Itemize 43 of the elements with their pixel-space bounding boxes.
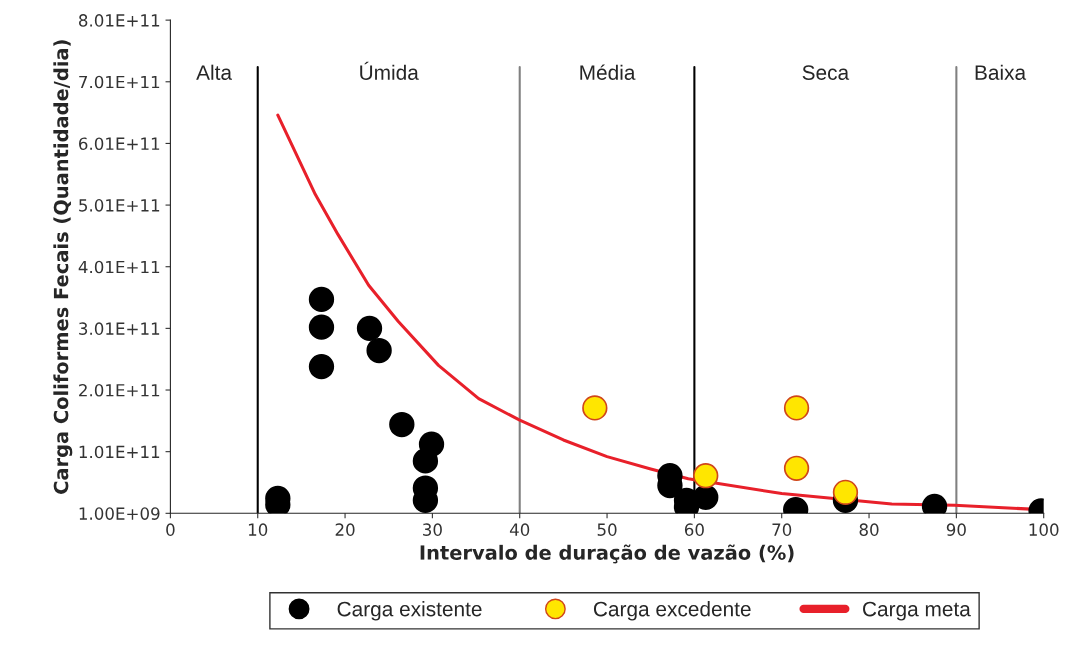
legend-label: Carga excedente: [593, 601, 751, 621]
x-tick-label: 0: [166, 523, 175, 536]
point: [308, 353, 335, 380]
x-tick-label: 10: [248, 523, 268, 536]
x-tick-label: 100: [1029, 523, 1059, 536]
annotation: Úmida: [360, 61, 419, 80]
y-axis-title: Carga Coliformes Fecais (Quantidade/dia): [53, 40, 73, 494]
point: [582, 395, 608, 421]
point: [783, 395, 810, 421]
y-tick-label: 1.00E+09: [79, 507, 160, 520]
point: [308, 286, 335, 313]
y-tick-label: 5.01E+11: [79, 199, 160, 212]
legend-label: Carga existente: [337, 601, 482, 621]
x-axis-title: Intervalo de duração de vazão (%): [420, 544, 794, 564]
x-tick-label: 50: [597, 523, 617, 536]
y-tick-label: 1.01E+11: [79, 445, 160, 459]
x-tick-label: 90: [946, 523, 966, 536]
annotation: Baixa: [975, 64, 1027, 80]
point: [389, 411, 415, 438]
x-tick-label: 20: [335, 523, 355, 536]
point: [693, 463, 719, 489]
x-tick-label: 40: [509, 523, 530, 536]
y-tick-label: 4.01E+11: [78, 260, 160, 274]
x-tick-label: 30: [423, 523, 442, 536]
point: [693, 484, 719, 510]
point: [832, 479, 859, 506]
point: [356, 315, 383, 342]
annotation: Seca: [802, 65, 850, 80]
y-tick-label: 3.01E+11: [79, 322, 160, 335]
x-tick-label: 60: [684, 523, 704, 536]
point: [308, 314, 335, 340]
annotation: Média: [580, 64, 636, 80]
point: [783, 455, 810, 481]
legend-label: Carga meta: [863, 601, 971, 621]
x-tick-label: 70: [772, 523, 792, 536]
point: [366, 337, 392, 364]
x-tick-label: 80: [859, 523, 879, 536]
annotation: Alta: [196, 64, 233, 80]
y-tick-label: 8.01E+11: [78, 14, 160, 27]
y-tick-label: 2.01E+11: [79, 383, 160, 397]
y-tick-label: 6.01E+11: [79, 137, 160, 150]
y-tick-label: 7.01E+11: [79, 75, 160, 89]
point: [412, 448, 439, 474]
